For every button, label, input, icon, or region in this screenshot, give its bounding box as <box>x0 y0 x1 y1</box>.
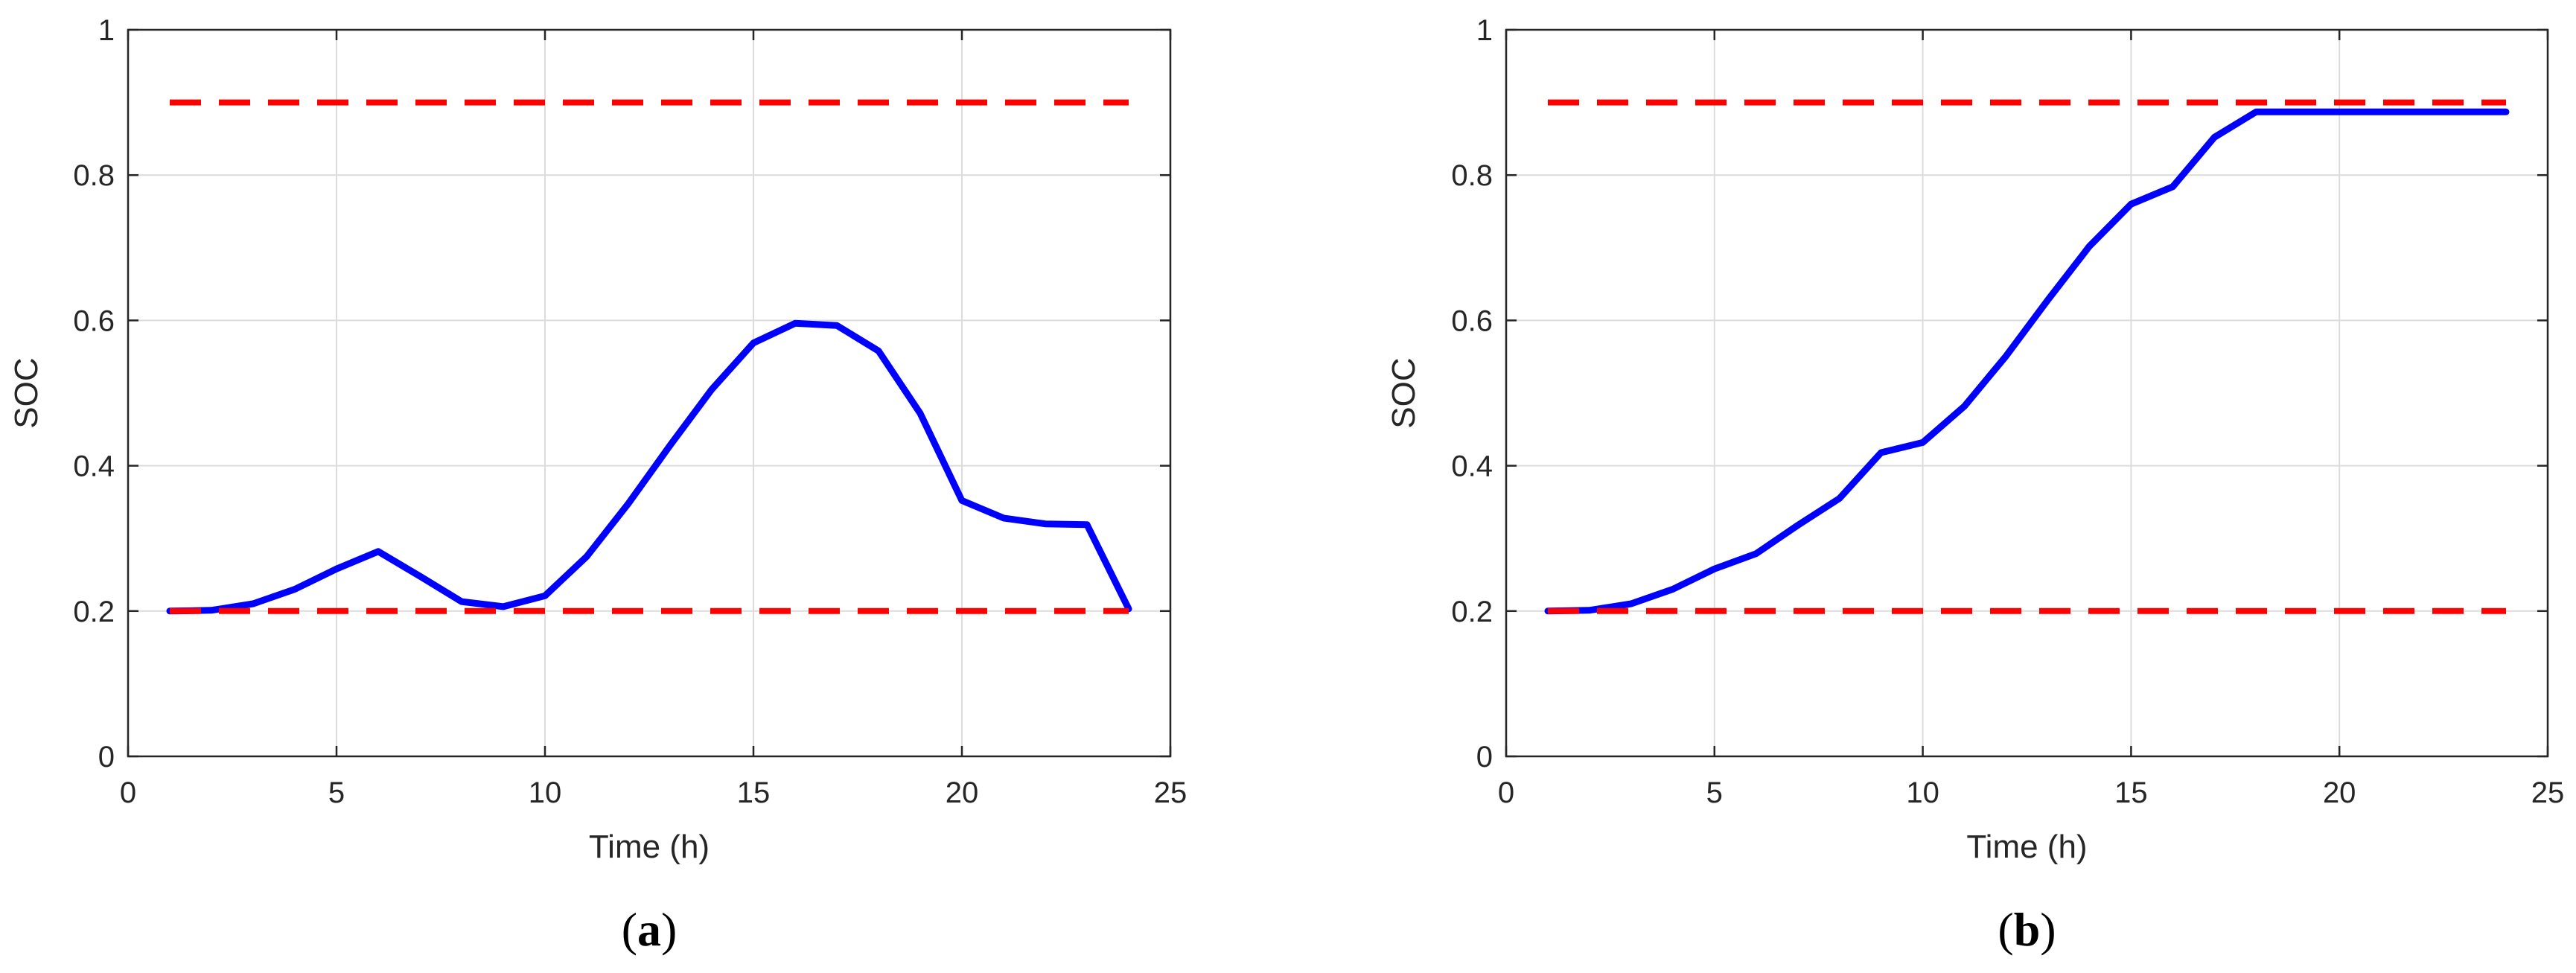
gridlines <box>1505 29 2548 757</box>
x-tick-label: 15 <box>2114 776 2148 809</box>
y-axis-label: SOC <box>1386 357 1422 428</box>
x-tick-label: 15 <box>737 776 771 809</box>
x-tick-label: 10 <box>529 776 562 809</box>
x-tick-label: 20 <box>2323 776 2356 809</box>
y-axis-label: SOC <box>8 357 45 428</box>
x-tick-label: 10 <box>1906 776 1939 809</box>
x-axis-label: Time (h) <box>589 829 710 865</box>
soc-series-line <box>166 319 1132 615</box>
y-tick-label: 0.2 <box>73 596 115 628</box>
y-tick-label: 1 <box>1476 14 1493 47</box>
x-tick-label: 20 <box>946 776 979 809</box>
x-tick-label: 0 <box>120 776 136 809</box>
x-tick-label: 0 <box>1498 776 1514 809</box>
axes-frame <box>127 28 1172 758</box>
y-tick-label: 0.8 <box>1451 159 1493 192</box>
y-tick-label: 0.4 <box>1451 450 1493 483</box>
panel-label: (a) <box>622 903 678 956</box>
x-tick-label: 5 <box>328 776 345 809</box>
x-tick-label: 5 <box>1706 776 1723 809</box>
y-tick-label: 0.4 <box>73 450 115 483</box>
y-tick-label: 0.6 <box>1451 304 1493 337</box>
panel-label: (b) <box>1998 903 2056 956</box>
y-tick-label: 1 <box>98 14 115 47</box>
y-tick-label: 0.6 <box>73 304 115 337</box>
gridlines <box>127 29 1171 757</box>
chart-panel-a: 0 5 10 15 20 25 0 0.2 0.4 0.6 0.8 1 Time (h) SOC (a) <box>8 14 1187 956</box>
y-tick-label: 0.8 <box>73 159 115 192</box>
x-tick-label: 25 <box>1154 776 1187 809</box>
y-tick-label: 0 <box>1476 741 1493 773</box>
y-tick-label: 0 <box>98 741 115 773</box>
y-tick-label: 0.2 <box>1451 596 1493 628</box>
x-axis-label: Time (h) <box>1966 829 2087 865</box>
x-tick-label: 25 <box>2531 776 2565 809</box>
chart-panel-b: 0 5 10 15 20 25 0 0.2 0.4 0.6 0.8 1 Time (h) SOC (b) <box>1386 14 2564 956</box>
axes-frame <box>1505 28 2549 758</box>
soc-series-line <box>1544 108 2510 615</box>
